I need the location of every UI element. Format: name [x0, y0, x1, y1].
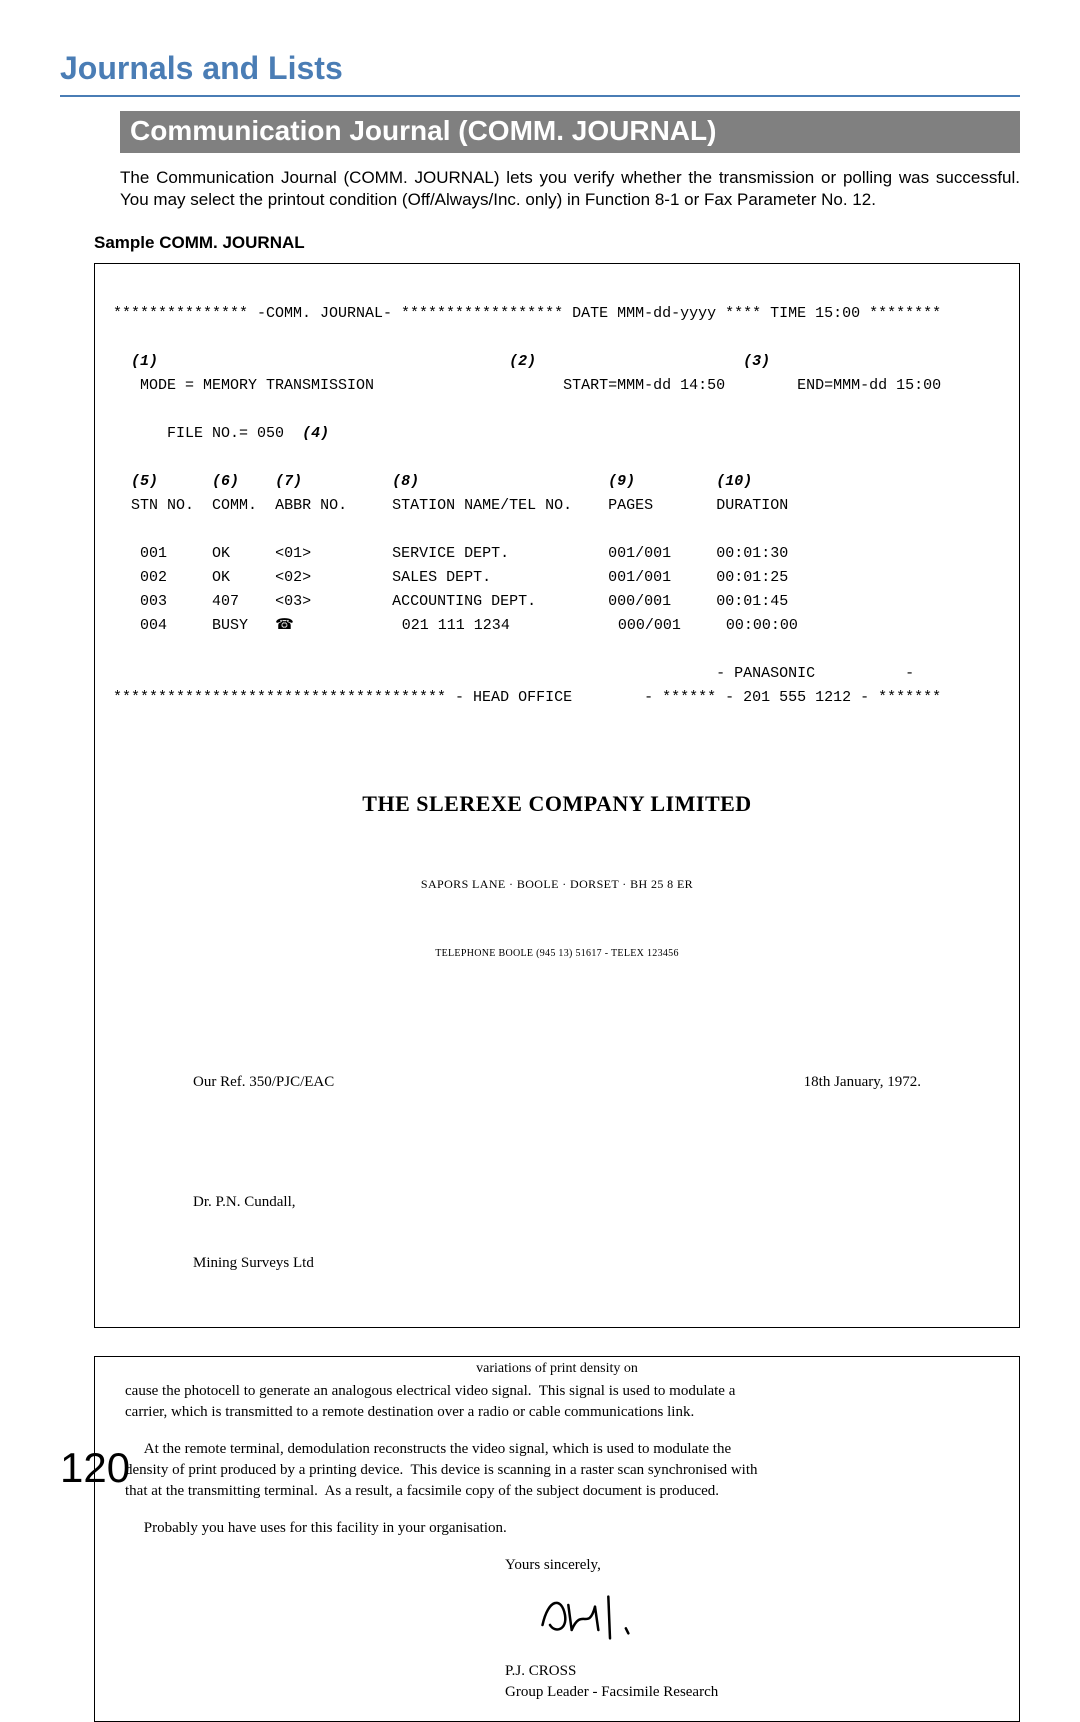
r1-stn: 001	[140, 545, 167, 562]
r2-name: SALES DEPT.	[392, 569, 491, 586]
marker-7: (7)	[275, 473, 302, 490]
r4-abbr: ☎	[275, 617, 294, 634]
marker-9: (9)	[608, 473, 635, 490]
r2-dur: 00:01:25	[716, 569, 788, 586]
letter-continuation: variations of print density on cause the…	[94, 1356, 1020, 1722]
signatory-name: P.J. CROSS	[505, 1661, 989, 1682]
r2-pages: 001/001	[608, 569, 671, 586]
r4-comm: BUSY	[212, 617, 248, 634]
journal-banner: *************** -COMM. JOURNAL- ********…	[113, 305, 941, 322]
page-number: 120	[60, 1444, 130, 1492]
hdr-abbr: ABBR NO.	[275, 497, 347, 514]
marker-6: (6)	[212, 473, 239, 490]
hdr-dur: DURATION	[716, 497, 788, 514]
letter-fragment: variations of print density on	[125, 1359, 989, 1379]
marker-1: (1)	[131, 353, 158, 370]
r1-comm: OK	[212, 545, 230, 562]
marker-4: (4)	[302, 425, 329, 442]
file-label: FILE NO.= 050	[167, 425, 284, 442]
letter-ref: Our Ref. 350/PJC/EAC	[193, 1070, 334, 1094]
hdr-comm: COMM.	[212, 497, 257, 514]
r3-pages: 000/001	[608, 593, 671, 610]
divider	[60, 95, 1020, 97]
signatory-title: Group Leader - Facsimile Research	[505, 1682, 989, 1703]
marker-8: (8)	[392, 473, 419, 490]
company-telephone: TELEPHONE BOOLE (945 13) 51617 - TELEX 1…	[113, 946, 1001, 962]
r4-stn: 004	[140, 617, 167, 634]
letter-ref-row: Our Ref. 350/PJC/EAC 18th January, 1972.	[113, 1070, 1001, 1094]
r3-dur: 00:01:45	[716, 593, 788, 610]
letter-date: 18th January, 1972.	[804, 1070, 921, 1094]
r3-abbr: <03>	[275, 593, 311, 610]
letterhead: THE SLEREXE COMPANY LIMITED SAPORS LANE …	[113, 738, 1001, 985]
r1-abbr: <01>	[275, 545, 311, 562]
marker-10: (10)	[716, 473, 752, 490]
company-address: SAPORS LANE · BOOLE · DORSET · BH 25 8 E…	[113, 875, 1001, 894]
marker-2: (2)	[509, 353, 536, 370]
r2-stn: 002	[140, 569, 167, 586]
hdr-pages: PAGES	[608, 497, 653, 514]
hdr-name: STATION NAME/TEL NO.	[392, 497, 572, 514]
letter-para1: cause the photocell to generate an analo…	[125, 1381, 745, 1423]
r4-pages: 000/001	[618, 617, 681, 634]
section-title: Journals and Lists	[60, 50, 1020, 87]
r4-dur: 00:00:00	[726, 617, 798, 634]
marker-5: (5)	[131, 473, 158, 490]
end-line: END=MMM-dd 15:00	[797, 377, 941, 394]
r4-name: 021 111 1234	[402, 617, 510, 634]
letter-addr-line2: Mining Surveys Ltd	[193, 1253, 1001, 1273]
r3-name: ACCOUNTING DEPT.	[392, 593, 536, 610]
signature-icon	[525, 1590, 685, 1640]
marker-3: (3)	[743, 353, 770, 370]
r2-abbr: <02>	[275, 569, 311, 586]
r1-dur: 00:01:30	[716, 545, 788, 562]
r1-name: SERVICE DEPT.	[392, 545, 509, 562]
r3-comm: 407	[212, 593, 239, 610]
sample-label: Sample COMM. JOURNAL	[94, 233, 1020, 253]
start-line: START=MMM-dd 14:50	[563, 377, 725, 394]
r3-stn: 003	[140, 593, 167, 610]
footer-line: ************************************* - …	[113, 689, 941, 706]
r1-pages: 001/001	[608, 545, 671, 562]
hdr-stn: STN NO.	[131, 497, 194, 514]
mode-line: MODE = MEMORY TRANSMISSION	[140, 377, 374, 394]
intro-text: The Communication Journal (COMM. JOURNAL…	[120, 167, 1020, 211]
letter-para2: At the remote terminal, demodulation rec…	[125, 1439, 765, 1502]
footer-brand: - PANASONIC -	[716, 665, 914, 682]
subtitle-bar: Communication Journal (COMM. JOURNAL)	[120, 111, 1020, 153]
r2-comm: OK	[212, 569, 230, 586]
journal-printout: *************** -COMM. JOURNAL- ********…	[94, 263, 1020, 1328]
letter-closing: Yours sincerely,	[505, 1555, 989, 1576]
company-name: THE SLEREXE COMPANY LIMITED	[113, 786, 1001, 821]
letter-addressee: Dr. P.N. Cundall, Mining Surveys Ltd	[113, 1152, 1001, 1294]
letter-para3: Probably you have uses for this facility…	[125, 1518, 989, 1539]
letter-addr-line1: Dr. P.N. Cundall,	[193, 1192, 1001, 1212]
